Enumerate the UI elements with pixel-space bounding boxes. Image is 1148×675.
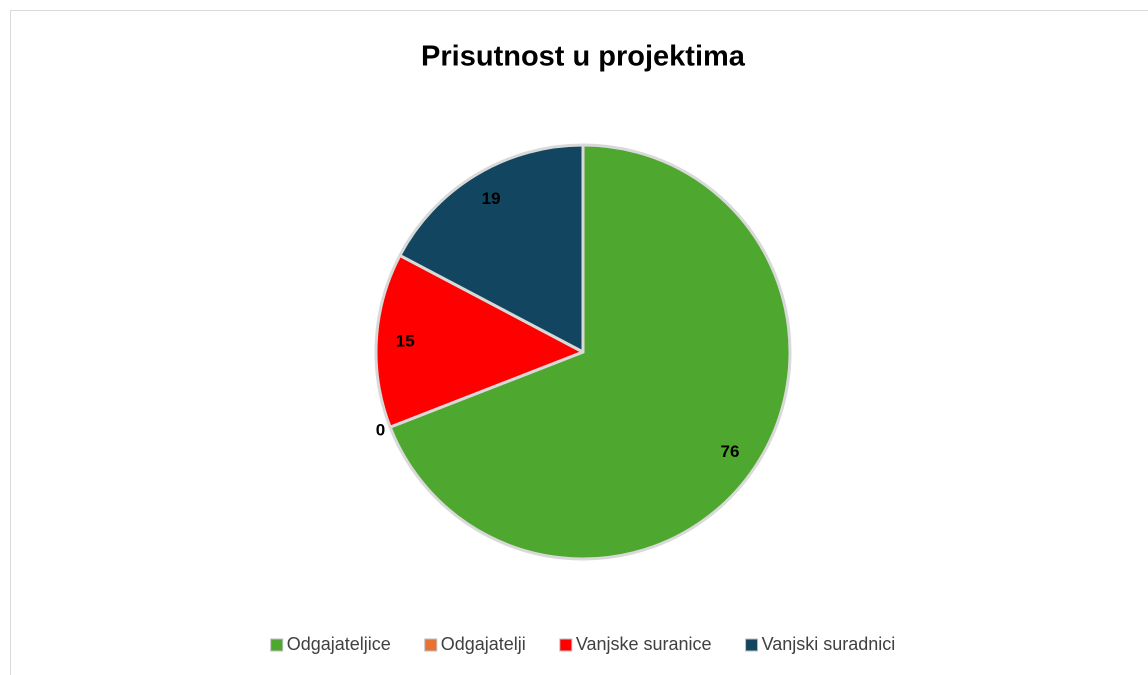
legend-label: Vanjske suranice <box>576 634 712 654</box>
legend-swatch <box>745 638 759 652</box>
legend-swatch <box>559 638 573 652</box>
data-label: 15 <box>396 331 415 350</box>
legend-label: Odgajateljice <box>287 634 391 654</box>
data-label: 76 <box>720 442 739 461</box>
legend-label: Odgajatelji <box>441 634 526 654</box>
legend-swatch <box>424 638 438 652</box>
legend-label: Vanjski suradnici <box>762 634 896 654</box>
legend-swatch <box>270 638 284 652</box>
chart-title: Prisutnost u projektima <box>421 41 746 73</box>
pie-slice <box>374 253 585 429</box>
pie-slice <box>398 143 585 354</box>
pie-slice <box>388 143 792 561</box>
data-label: 0 <box>376 420 385 439</box>
data-label: 19 <box>482 189 501 208</box>
